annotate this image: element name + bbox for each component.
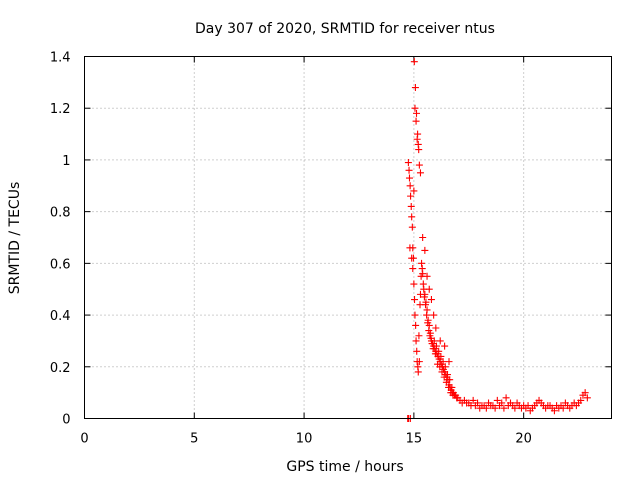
data-point [583,394,591,402]
x-tick-label: 5 [190,432,198,447]
data-point [448,383,456,391]
data-point [500,404,508,412]
y-tick-label: 1.2 [50,102,71,117]
data-point [414,363,422,371]
data-point [411,84,419,92]
data-point [418,259,426,267]
data-point [491,404,499,412]
data-point [474,399,482,407]
data-point [410,187,418,195]
grid-lines [84,56,612,419]
data-point [550,407,558,415]
y-tick-label: 0.2 [50,361,71,376]
data-point [419,234,427,241]
data-point [425,327,433,335]
data-point [408,223,416,231]
data-point [430,311,438,319]
data-point [435,347,443,355]
data-point [445,358,453,366]
data-point [422,301,430,309]
data-point [430,337,438,345]
data-point [417,272,425,280]
y-tick-label: 1 [62,154,70,169]
data-point [581,389,589,397]
data-point [418,265,426,273]
data-point [410,58,418,66]
data-point [423,272,431,280]
data-point [424,319,432,327]
data-point [415,358,423,366]
data-point [407,192,415,200]
x-tick-label: 10 [296,432,313,447]
data-point [420,293,428,301]
data-point [414,140,422,148]
y-tick-label: 0 [62,413,70,428]
data-point [439,358,447,366]
data-point [411,311,419,319]
data-point [406,182,414,190]
x-tick-label: 15 [406,432,423,447]
data-point [425,285,433,293]
data-point [409,265,417,273]
data-point [577,396,585,404]
x-tick-label: 20 [515,432,532,447]
data-point [407,202,415,210]
data-point [438,368,446,376]
data-point [412,337,420,345]
data-point [413,109,421,117]
data-points [404,58,591,422]
y-axis-label: SRMTID / TECUs [7,182,23,295]
data-point [511,404,519,412]
data-point [441,363,449,371]
data-point [502,394,510,402]
data-point [413,347,421,355]
data-point [404,159,412,167]
data-point [421,246,429,254]
x-tick-label: 0 [80,432,88,447]
data-point [412,117,420,125]
y-tick-label: 1.4 [50,51,71,66]
data-point [449,391,457,399]
y-tick-label: 0.8 [50,206,71,221]
data-point [441,342,449,350]
data-point [415,161,423,169]
data-point [408,213,416,221]
data-point [559,404,567,412]
data-point [405,166,413,174]
data-point [410,280,418,288]
x-axis-label: GPS time / hours [286,459,403,475]
data-point [416,169,424,177]
data-point [432,342,440,350]
data-point [423,311,431,319]
y-tick-label: 0.6 [50,257,71,272]
data-point [405,174,413,182]
data-point [412,321,420,329]
data-point [408,254,416,262]
data-point [493,396,501,404]
data-point [432,324,440,332]
data-point [419,280,427,288]
y-tick-label: 0.4 [50,309,71,324]
data-point [427,296,435,304]
plot-frame [84,56,612,419]
data-point [411,296,419,304]
data-point [482,404,490,412]
axis-ticks [84,56,612,419]
data-point [524,402,532,410]
data-point [406,244,414,252]
data-point [469,396,477,404]
data-point [413,135,421,143]
data-point [443,371,451,379]
data-point [446,376,454,384]
data-point [411,104,419,112]
tick-labels: 0 5 10 15 20 0 0.2 0.4 0.6 0.8 1 1.2 1.4 [50,51,532,447]
data-point [436,337,444,345]
chart-title: Day 307 of 2020, SRMTID for receiver ntu… [195,21,495,37]
data-point [415,332,423,340]
data-point [437,352,445,360]
data-point [498,399,506,407]
